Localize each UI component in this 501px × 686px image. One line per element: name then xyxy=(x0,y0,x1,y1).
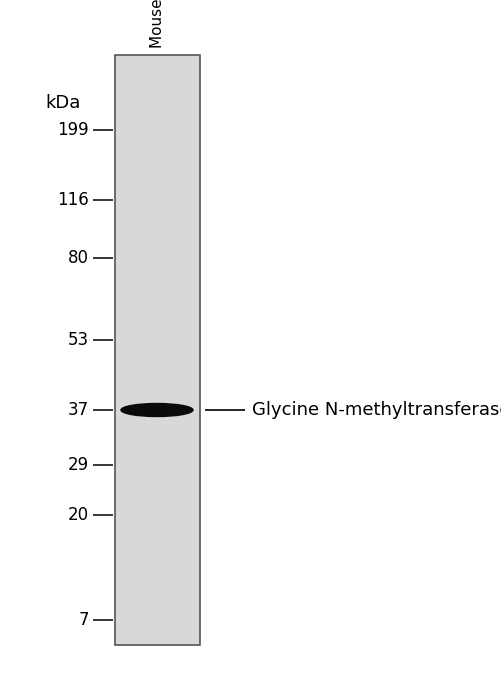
Text: 29: 29 xyxy=(68,456,89,474)
Text: 20: 20 xyxy=(68,506,89,524)
Text: 53: 53 xyxy=(68,331,89,349)
Text: Glycine N-methyltransferase: Glycine N-methyltransferase xyxy=(252,401,501,419)
Text: 116: 116 xyxy=(57,191,89,209)
Text: 199: 199 xyxy=(57,121,89,139)
Text: 80: 80 xyxy=(68,249,89,267)
Text: kDa: kDa xyxy=(45,94,80,112)
Text: 7: 7 xyxy=(78,611,89,629)
Ellipse shape xyxy=(121,403,192,416)
Bar xyxy=(115,55,199,645)
Text: 37: 37 xyxy=(68,401,89,419)
Text: Mouse Liver: Mouse Liver xyxy=(150,0,165,48)
